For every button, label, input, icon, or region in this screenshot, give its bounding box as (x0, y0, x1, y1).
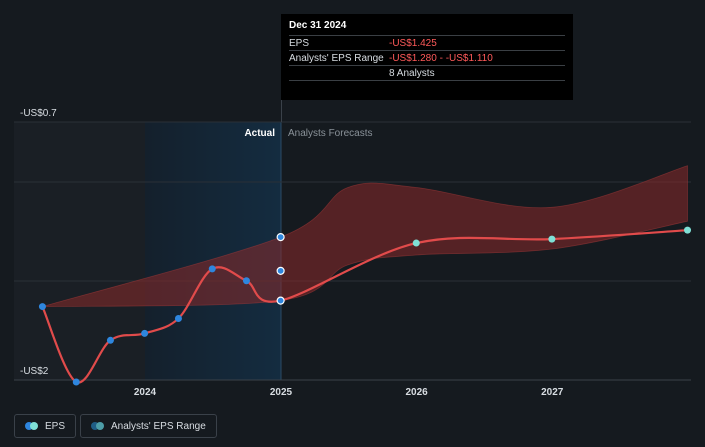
x-tick-label: 2024 (134, 387, 157, 398)
x-tick-label: 2025 (270, 387, 293, 398)
tooltip-eps-value: -US$1.425 (389, 37, 437, 49)
past-shade (14, 122, 145, 380)
y-tick-label: -US$2 (20, 366, 49, 377)
eps-point (684, 226, 692, 234)
y-tick-label: -US$0.7 (20, 108, 57, 119)
chart-legend: EPS Analysts' EPS Range (14, 414, 217, 438)
tooltip-date: Dec 31 2024 (289, 20, 347, 31)
tooltip-range-value: -US$1.280 - -US$1.110 (389, 52, 493, 64)
tooltip-eps-row: EPS -US$1.425 (289, 35, 565, 50)
legend-eps-label: EPS (45, 420, 66, 432)
legend-item-eps[interactable]: EPS (14, 414, 77, 438)
tooltip-eps-label: EPS (289, 37, 310, 49)
eps-range-band (42, 165, 688, 307)
eps-chart: -US$0.7 -US$2 2024 2025 2026 2027 Actual Analys… (14, 100, 692, 398)
eps-point (548, 235, 556, 243)
forecast-section-label: Analysts Forecasts (288, 128, 372, 139)
actual-section-label: Actual (244, 128, 275, 139)
hover-tooltip: Dec 31 2024 EPS -US$1.425 Analysts' EPS … (281, 14, 573, 100)
eps-point (72, 378, 80, 386)
eps-range-endpoint (276, 266, 285, 275)
eps-point (141, 329, 149, 337)
x-tick-label: 2027 (541, 387, 564, 398)
tooltip-analysts-row: 8 Analysts (289, 65, 565, 81)
eps-legend-swatch-icon (25, 422, 39, 430)
legend-item-eps-range[interactable]: Analysts' EPS Range (80, 414, 217, 438)
eps-point (208, 265, 216, 273)
eps-line (41, 229, 688, 384)
eps-point (174, 314, 182, 322)
x-tick-label: 2026 (406, 387, 429, 398)
eps-point (242, 277, 250, 285)
tooltip-analysts-count: 8 Analysts (389, 67, 435, 79)
eps-point (412, 239, 420, 247)
eps-point (38, 303, 46, 311)
tooltip-range-row: Analysts' EPS Range -US$1.280 - -US$1.11… (289, 50, 565, 65)
eps-range-endpoint (276, 233, 285, 242)
eps-point (106, 336, 114, 344)
tooltip-range-label: Analysts' EPS Range (289, 52, 384, 64)
legend-range-label: Analysts' EPS Range (111, 420, 206, 432)
eps-point (276, 296, 285, 305)
range-legend-swatch-icon (91, 422, 105, 430)
